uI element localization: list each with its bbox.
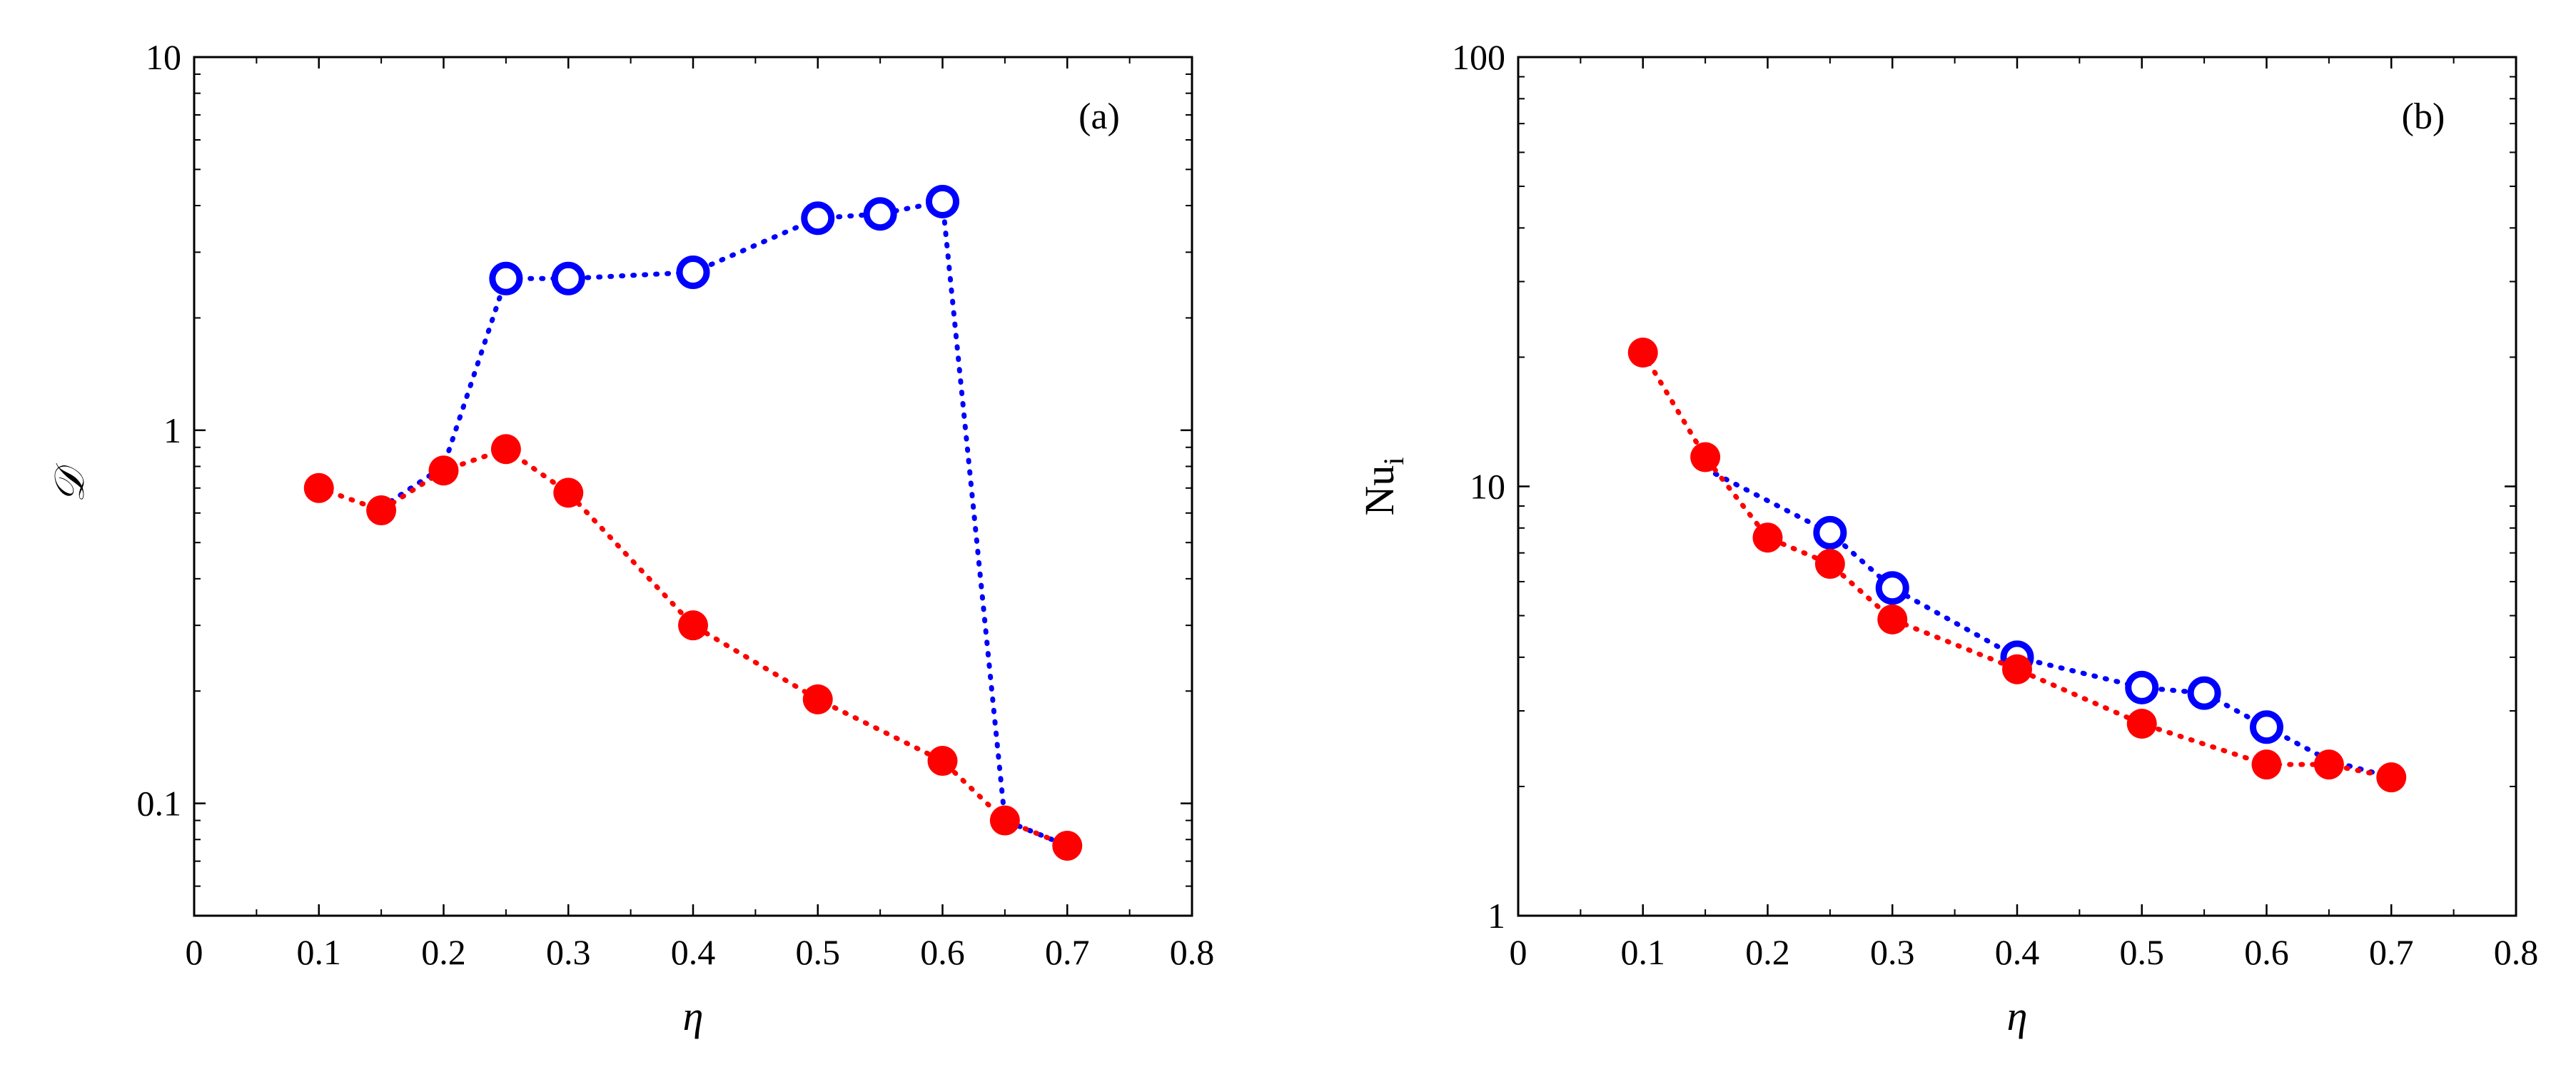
data-point — [2126, 709, 2157, 739]
x-tick-label: 0.6 — [920, 932, 965, 972]
data-point — [2250, 710, 2283, 744]
x-tick-label: 0.1 — [1621, 932, 1666, 972]
data-point — [2002, 654, 2032, 684]
x-tick-label: 0.3 — [1870, 932, 1915, 972]
x-tick-label: 0.7 — [1045, 932, 1090, 972]
x-tick-label: 0.4 — [671, 932, 716, 972]
y-tick-label: 1 — [1487, 896, 1505, 936]
data-point — [1627, 337, 1658, 368]
plot-area-frame — [193, 56, 1193, 917]
data-point — [2376, 762, 2407, 793]
y-tick-label: 0.1 — [137, 784, 182, 824]
series-blue-open-circles — [378, 184, 1070, 849]
panel-label: (b) — [2402, 96, 2445, 137]
x-tick-label: 0 — [1510, 932, 1527, 972]
data-point — [989, 805, 1020, 836]
data-point — [678, 610, 708, 641]
data-point — [926, 184, 959, 218]
data-point — [366, 495, 397, 526]
data-point — [927, 746, 958, 777]
data-point — [490, 434, 521, 465]
x-axis-label: η — [683, 993, 704, 1039]
x-tick-label: 0.1 — [297, 932, 342, 972]
series-blue-open-circles — [1702, 466, 2394, 780]
data-point — [1875, 571, 1909, 605]
y-tick-label: 10 — [1470, 467, 1505, 507]
x-axis-label: η — [2007, 993, 2028, 1039]
data-point — [1752, 522, 1783, 553]
panel-label: (a) — [1079, 96, 1120, 137]
series-line — [316, 446, 1070, 849]
data-point — [1814, 549, 1845, 580]
y-axis-label: Nui — [1356, 457, 1410, 515]
data-point — [551, 261, 585, 295]
series-line — [1640, 350, 2394, 780]
y-tick-label: 10 — [146, 37, 181, 77]
x-tick-label: 0 — [186, 932, 203, 972]
series-line — [1702, 466, 2394, 780]
data-point — [1877, 604, 1908, 634]
panel-a: 0 0.1 0.2 0.3 0.4 0.5 0.6 0.7 0.8 0.1 1 10 η 𝒟 (a) — [46, 37, 1214, 1039]
data-point — [2187, 676, 2221, 710]
series-red-filled-circles — [303, 434, 1083, 861]
data-point — [676, 256, 710, 290]
x-tick-label: 0.2 — [421, 932, 466, 972]
y-axis-label-subscript: i — [1378, 457, 1410, 465]
series-line — [378, 198, 1070, 849]
data-point — [489, 261, 523, 295]
data-point — [863, 197, 897, 231]
x-tick-label: 0.3 — [546, 932, 591, 972]
x-tick-label: 0.6 — [2244, 932, 2289, 972]
data-point — [1052, 830, 1083, 861]
panel-b: 0 0.1 0.2 0.3 0.4 0.5 0.6 0.7 0.8 1 10 100 η Nui (b) — [1356, 37, 2538, 1039]
x-tick-label: 0.8 — [2494, 932, 2539, 972]
x-tick-label: 0.5 — [2120, 932, 2165, 972]
data-point — [802, 684, 833, 714]
data-point — [2125, 670, 2159, 704]
x-tick-label: 0.5 — [796, 932, 841, 972]
data-point — [801, 201, 835, 236]
x-tick-label: 0.2 — [1745, 932, 1790, 972]
data-point — [2313, 749, 2344, 780]
plot-area-frame — [1517, 56, 2517, 917]
y-axis-label: 𝒟 — [46, 463, 93, 503]
data-point — [1813, 515, 1847, 550]
y-tick-label: 1 — [163, 410, 181, 450]
data-point — [553, 477, 584, 508]
data-point — [303, 472, 334, 503]
x-tick-label: 0.4 — [1995, 932, 2040, 972]
series-red-filled-circles — [1627, 337, 2407, 793]
x-tick-label: 0.8 — [1170, 932, 1215, 972]
data-point — [2251, 749, 2282, 780]
x-tick-label: 0.7 — [2369, 932, 2414, 972]
data-point — [428, 455, 459, 486]
data-point — [1690, 442, 1721, 472]
y-tick-label: 100 — [1452, 37, 1505, 77]
